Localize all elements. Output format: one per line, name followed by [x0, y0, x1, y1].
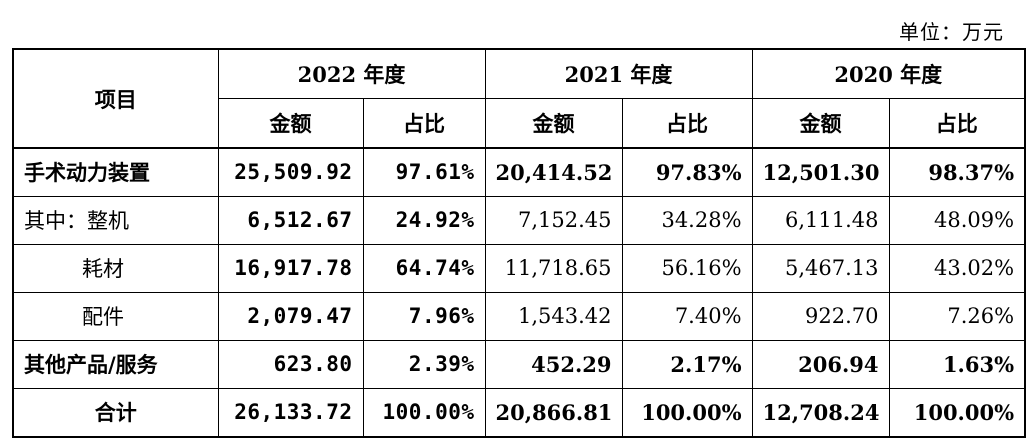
- header-ratio: 占比: [621, 97, 753, 149]
- header-amount: 金额: [751, 97, 890, 149]
- row-label: 耗材: [12, 243, 219, 293]
- cell-value: 922.70: [751, 291, 890, 341]
- cell-value: 7.40%: [621, 291, 753, 341]
- cell-value: 5,467.13: [751, 243, 890, 293]
- cell-value: 34.28%: [621, 195, 753, 245]
- cell-value: 20,414.52: [484, 147, 623, 197]
- table-row: 耗材 16,917.78 64.74% 11,718.65 56.16% 5,4…: [12, 243, 1026, 293]
- header-row-years: 项目 2022 年度 2021 年度 2020 年度: [12, 48, 1026, 149]
- cell-value: 2,079.47: [217, 291, 364, 341]
- cell-value: 7.96%: [362, 291, 486, 341]
- row-label: 合计: [12, 387, 219, 438]
- header-year-2021: 2021 年度: [484, 48, 753, 99]
- cell-value: 48.09%: [888, 195, 1026, 245]
- header-amount: 金额: [217, 97, 364, 149]
- revenue-table: 项目 2022 年度 2021 年度 2020 年度 金额 占比 金额 占比 金…: [12, 48, 1027, 438]
- cell-value: 206.94: [751, 339, 890, 389]
- cell-value: 43.02%: [888, 243, 1026, 293]
- row-label: 手术动力装置: [12, 147, 219, 197]
- cell-value: 7.26%: [888, 291, 1026, 341]
- cell-value: 100.00%: [888, 387, 1026, 438]
- cell-value: 20,866.81: [484, 387, 623, 438]
- cell-value: 7,152.45: [484, 195, 623, 245]
- cell-value: 6,512.67: [217, 195, 364, 245]
- table-row: 其中：整机 6,512.67 24.92% 7,152.45 34.28% 6,…: [12, 195, 1026, 245]
- cell-value: 56.16%: [621, 243, 753, 293]
- table-row: 配件 2,079.47 7.96% 1,543.42 7.40% 922.70 …: [12, 291, 1026, 341]
- cell-value: 1,543.42: [484, 291, 623, 341]
- cell-value: 1.63%: [888, 339, 1026, 389]
- cell-value: 100.00%: [621, 387, 753, 438]
- cell-value: 97.83%: [621, 147, 753, 197]
- cell-value: 64.74%: [362, 243, 486, 293]
- cell-value: 623.80: [217, 339, 364, 389]
- header-year-2022: 2022 年度: [217, 48, 486, 99]
- cell-value: 2.39%: [362, 339, 486, 389]
- row-label: 其中：整机: [12, 195, 219, 245]
- cell-value: 12,501.30: [751, 147, 890, 197]
- row-label: 其他产品/服务: [12, 339, 219, 389]
- header-year-2020: 2020 年度: [751, 48, 1026, 99]
- cell-value: 100.00%: [362, 387, 486, 438]
- header-item: 项目: [12, 48, 219, 149]
- table-row-total: 合计 26,133.72 100.00% 20,866.81 100.00% 1…: [12, 387, 1026, 438]
- cell-value: 6,111.48: [751, 195, 890, 245]
- header-ratio: 占比: [888, 97, 1026, 149]
- cell-value: 452.29: [484, 339, 623, 389]
- unit-label: 单位：万元: [899, 20, 1004, 44]
- cell-value: 97.61%: [362, 147, 486, 197]
- cell-value: 24.92%: [362, 195, 486, 245]
- cell-value: 2.17%: [621, 339, 753, 389]
- cell-value: 25,509.92: [217, 147, 364, 197]
- header-amount: 金额: [484, 97, 623, 149]
- header-ratio: 占比: [362, 97, 486, 149]
- cell-value: 98.37%: [888, 147, 1026, 197]
- cell-value: 12,708.24: [751, 387, 890, 438]
- cell-value: 11,718.65: [484, 243, 623, 293]
- table-row: 手术动力装置 25,509.92 97.61% 20,414.52 97.83%…: [12, 147, 1026, 197]
- row-label: 配件: [12, 291, 219, 341]
- cell-value: 16,917.78: [217, 243, 364, 293]
- cell-value: 26,133.72: [217, 387, 364, 438]
- table-row: 其他产品/服务 623.80 2.39% 452.29 2.17% 206.94…: [12, 339, 1026, 389]
